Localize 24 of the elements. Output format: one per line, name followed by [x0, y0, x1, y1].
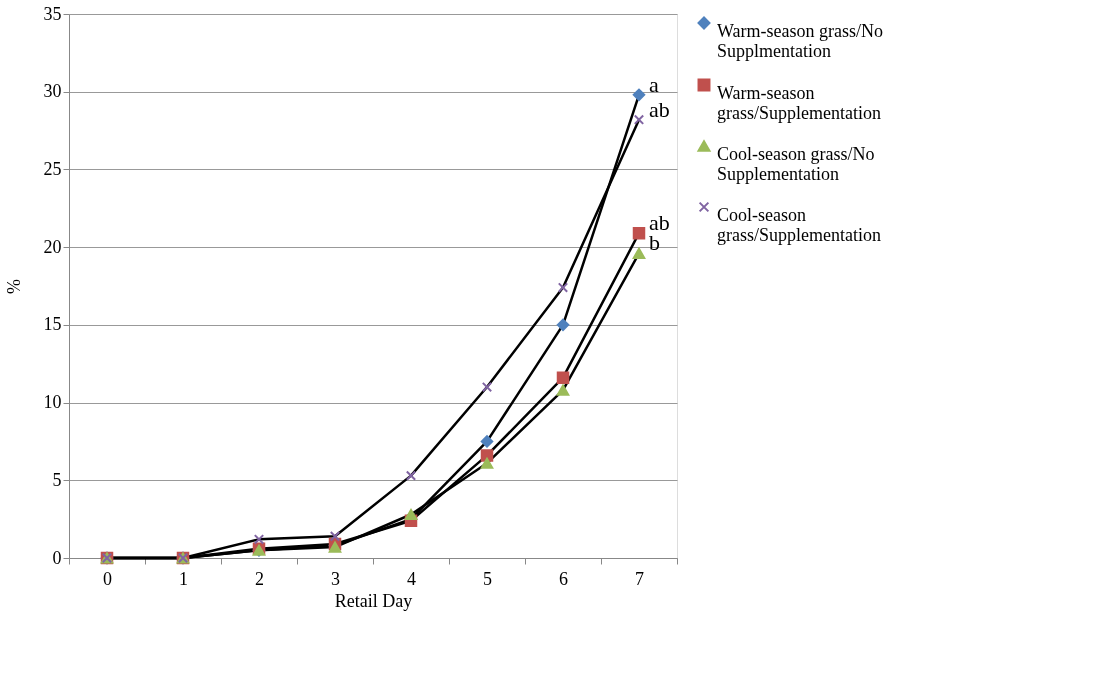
x-tick-label: 6	[559, 568, 568, 589]
legend-label: Cool-season grass/No Supplementation	[717, 144, 875, 184]
annotation: ab	[649, 96, 670, 122]
legend-label: Cool-season grass/Supplementation	[717, 205, 881, 245]
legend-label: Warm-season grass/Supplementation	[717, 83, 881, 123]
x-tick-label: 4	[407, 568, 416, 589]
y-axis-title: %	[3, 279, 24, 294]
x-tick-label: 0	[103, 568, 112, 589]
x-tick-label: 1	[179, 568, 188, 589]
x-tick-label: 7	[635, 568, 644, 589]
y-tick-label: 10	[43, 392, 62, 413]
y-tick-label: 20	[43, 236, 62, 257]
y-tick-label: 15	[43, 314, 62, 335]
y-tick-label: 25	[43, 158, 62, 179]
x-tick-label: 3	[331, 568, 340, 589]
annotation: a	[649, 71, 659, 97]
y-tick-label: 0	[52, 547, 62, 568]
x-tick-label: 2	[255, 568, 264, 589]
x-axis-title: Retail Day	[334, 590, 413, 611]
y-tick-label: 30	[43, 81, 62, 102]
y-tick-label: 35	[43, 3, 62, 24]
y-tick-label: 5	[52, 469, 62, 490]
x-tick-label: 5	[483, 568, 492, 589]
legend-label: Warm-season grass/No Supplmentation	[717, 21, 884, 61]
